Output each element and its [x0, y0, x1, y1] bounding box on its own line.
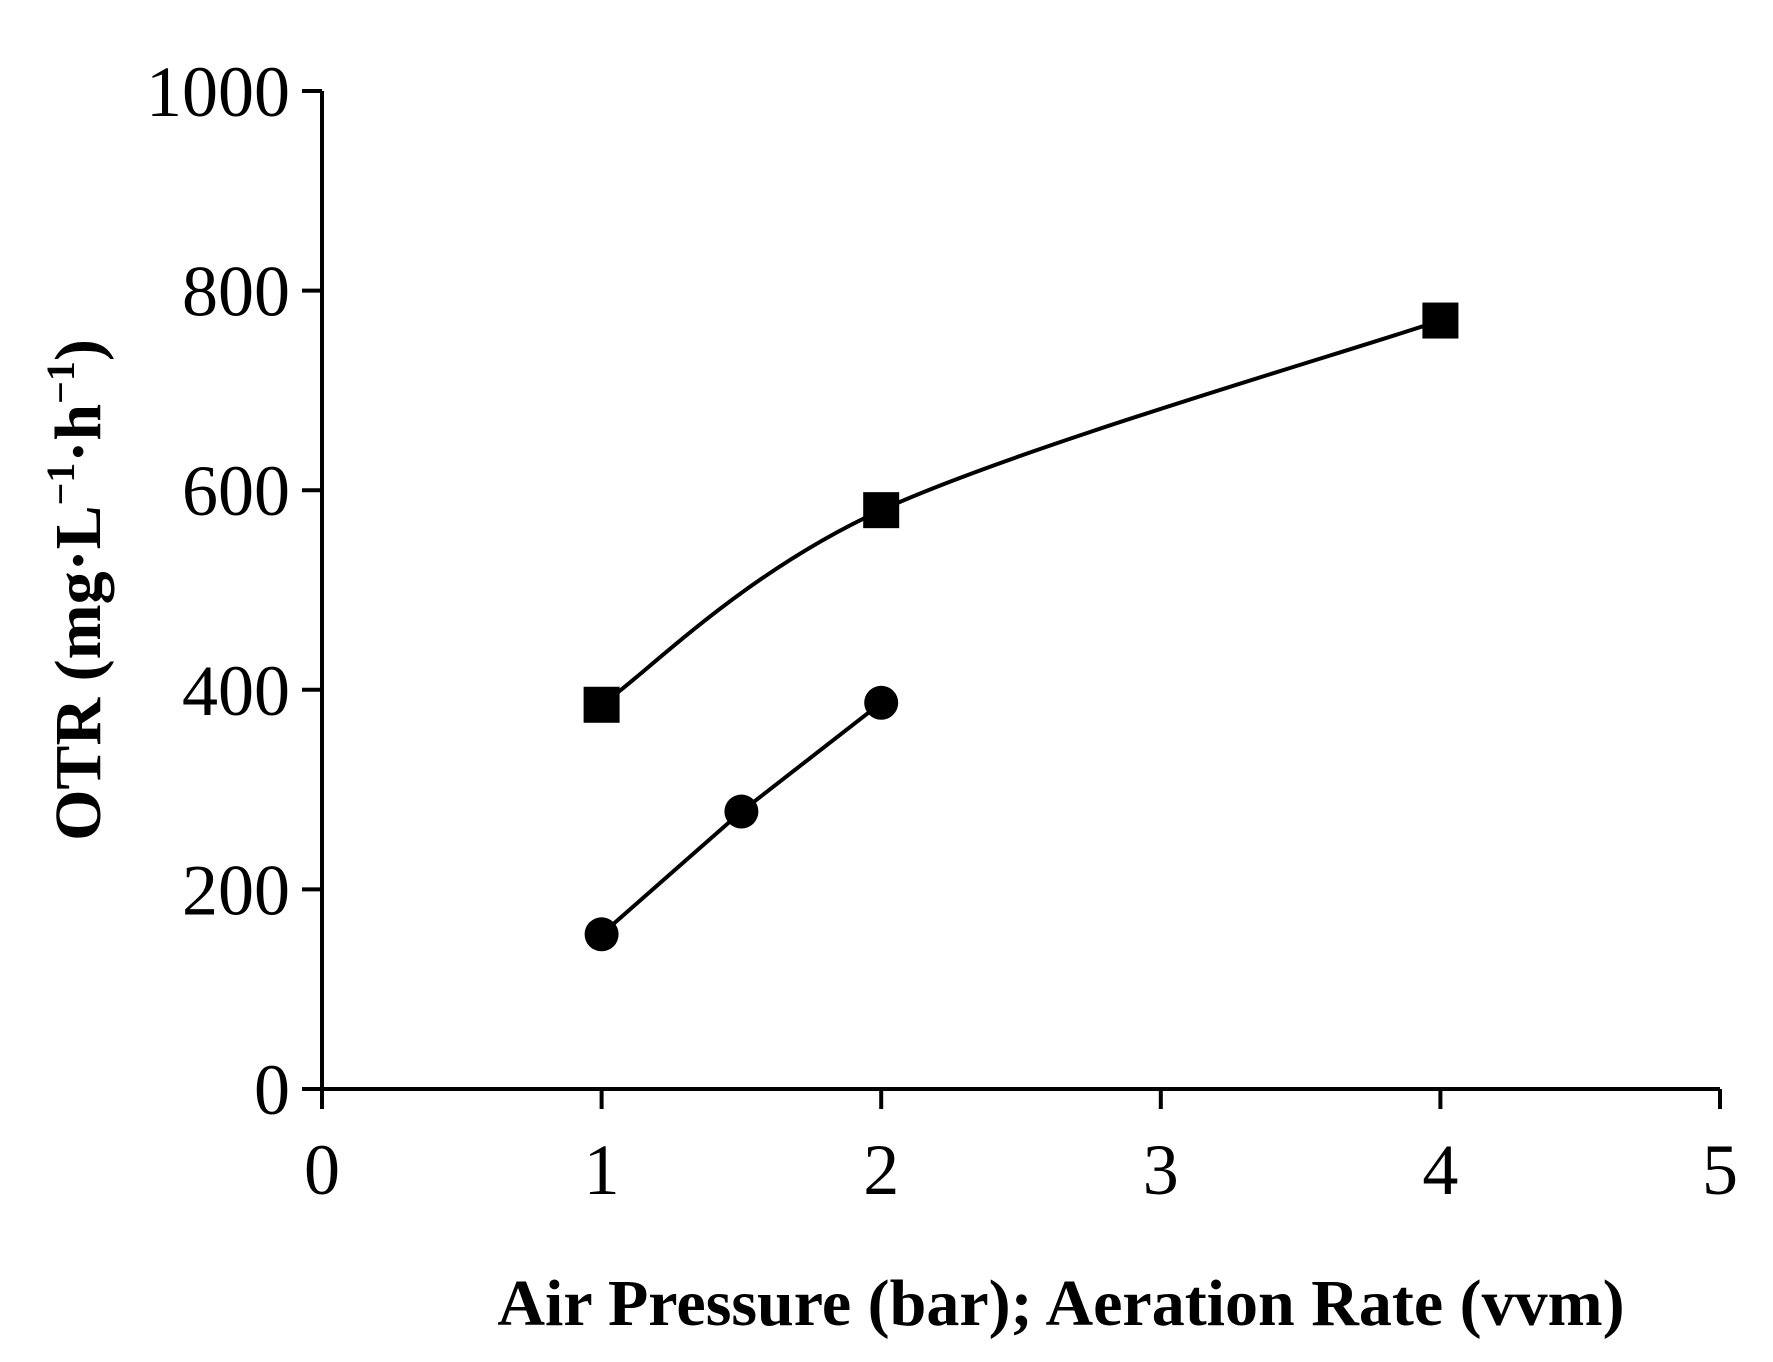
x-tick-label: 0 — [304, 1130, 340, 1210]
series-line-square-markers — [600, 318, 1442, 707]
data-point-circle — [724, 794, 759, 829]
y-tick-label: 400 — [182, 651, 290, 731]
data-point-square — [1422, 302, 1459, 339]
y-axis-title: OTR (mg·L−1·h−1) — [38, 339, 115, 841]
x-tick-label: 5 — [1702, 1130, 1738, 1210]
data-point-circle — [584, 917, 619, 952]
y-axis-title-sup2: −1 — [38, 361, 83, 404]
y-tick-label: 0 — [254, 1050, 290, 1130]
y-axis-title-sup1: −1 — [38, 463, 83, 506]
y-axis-title-prefix: OTR (mg·L — [42, 505, 115, 841]
x-tick-label: 4 — [1422, 1130, 1458, 1210]
series-layer — [583, 302, 1459, 952]
x-tick-label: 1 — [584, 1130, 620, 1210]
tick-labels: 0 200 400 600 800 1000 0 1 2 3 4 5 — [146, 52, 1738, 1210]
data-point-square — [863, 492, 900, 529]
y-tick-label: 200 — [182, 850, 290, 930]
y-tick-label: 800 — [182, 252, 290, 332]
axes — [302, 89, 1722, 1109]
y-tick-label: 600 — [182, 451, 290, 531]
x-axis-title: Air Pressure (bar); Aeration Rate (vvm) — [497, 1267, 1624, 1340]
y-axis-title-suffix: ) — [42, 339, 115, 361]
data-point-square — [583, 686, 620, 723]
y-tick-label: 1000 — [146, 52, 290, 132]
y-axis-title-middle: ·h — [42, 404, 115, 463]
x-tick-label: 2 — [863, 1130, 899, 1210]
x-tick-label: 3 — [1143, 1130, 1179, 1210]
data-point-circle — [864, 685, 899, 720]
